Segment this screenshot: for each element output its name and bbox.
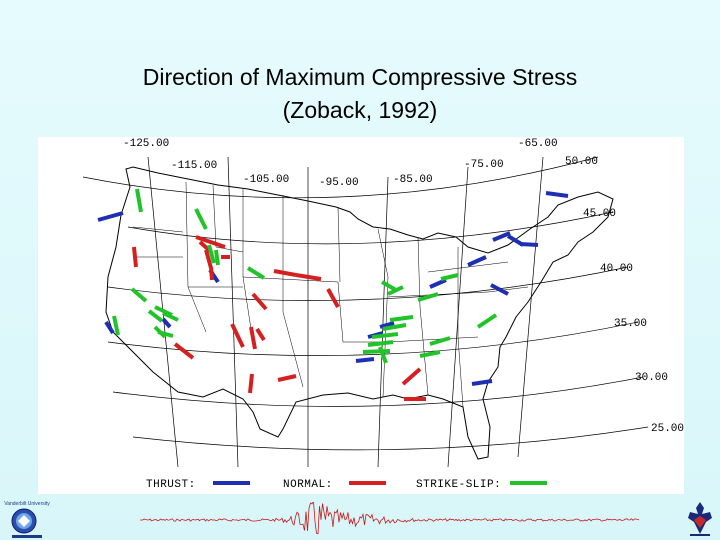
stress-map-svg: -125.00 -115.00 -105.00 -95.00 -85.00 -7…	[82, 138, 684, 491]
thrust-indicator	[379, 321, 395, 329]
thrust-indicator	[545, 191, 569, 198]
strike-slip-indicator	[419, 350, 441, 358]
strike-slip-indicator	[429, 336, 451, 346]
lat-label: 45.00	[583, 208, 616, 220]
strike-slip-indicator	[382, 323, 407, 331]
legend-strike-slip-label: STRIKE-SLIP:	[416, 479, 501, 491]
stress-map: -125.00 -115.00 -105.00 -95.00 -85.00 -7…	[38, 137, 684, 494]
normal-indicator	[277, 374, 297, 382]
normal-indicator	[295, 273, 322, 281]
us-outline	[105, 166, 614, 460]
longitude-labels: -125.00 -115.00 -105.00 -95.00 -85.00 -7…	[123, 138, 558, 189]
stress-indicators	[97, 188, 569, 401]
strike-slip-indicator	[246, 266, 266, 280]
thrust-indicator	[471, 379, 493, 386]
lat-label: 50.00	[565, 156, 598, 168]
legend-thrust-label: THRUST:	[146, 479, 196, 491]
strike-slip-indicator	[162, 311, 179, 322]
strike-slip-indicator	[112, 315, 120, 336]
normal-indicator	[249, 326, 257, 350]
thrust-indicator	[355, 357, 375, 363]
lon-label: -125.00	[123, 138, 169, 150]
strike-slip-indicator	[367, 340, 394, 347]
strike-slip-indicator	[378, 346, 388, 364]
thrust-indicator	[490, 283, 509, 296]
slide-title-line-2: (Zoback, 1992)	[282, 97, 438, 123]
normal-indicator	[401, 367, 422, 386]
seismogram-trace	[140, 502, 640, 535]
normal-indicator	[204, 249, 213, 269]
normal-indicator	[251, 292, 268, 311]
strike-slip-indicator	[130, 287, 148, 303]
thrust-indicator	[104, 320, 115, 335]
lon-label: -95.00	[319, 177, 359, 189]
thrust-indicator	[467, 255, 487, 267]
slide-title-line-1: Direction of Maximum Compressive Stress	[142, 64, 578, 90]
crest-logo	[688, 502, 712, 536]
legend-normal-label: NORMAL:	[283, 479, 333, 491]
lon-label: -85.00	[393, 174, 433, 186]
lat-label: 25.00	[651, 423, 684, 435]
normal-indicator	[326, 288, 340, 308]
lat-label: 40.00	[600, 263, 633, 275]
strike-slip-indicator	[157, 330, 174, 338]
university-name-logo-text: Vanderbilt University	[4, 501, 50, 507]
strike-slip-indicator	[214, 249, 220, 266]
lat-label: 30.00	[635, 372, 668, 384]
thrust-indicator	[161, 317, 172, 329]
strike-slip-indicator	[154, 305, 173, 317]
thrust-indicator	[97, 211, 124, 222]
normal-indicator	[230, 323, 245, 348]
strike-slip-indicator	[387, 285, 404, 296]
lon-label: -65.00	[518, 138, 558, 150]
normal-indicator	[248, 373, 254, 394]
strike-slip-indicator	[207, 244, 216, 264]
legend: THRUST: NORMAL: STRIKE-SLIP:	[146, 479, 547, 491]
strike-slip-indicator	[194, 208, 208, 230]
university-seal-logo: Vanderbilt University	[4, 501, 50, 538]
thrust-indicator	[519, 242, 539, 247]
lat-label: 35.00	[614, 318, 647, 330]
thrust-indicator	[492, 231, 511, 242]
normal-indicator	[209, 266, 214, 281]
lon-label: -75.00	[464, 159, 504, 171]
thrust-indicator	[429, 278, 447, 289]
strike-slip-indicator	[371, 332, 399, 339]
latitude-labels: 50.00 45.00 40.00 35.00 30.00 25.00	[565, 156, 684, 435]
lon-label: -105.00	[243, 174, 289, 186]
normal-indicator	[273, 269, 297, 277]
strike-slip-indicator	[362, 349, 391, 354]
strike-slip-indicator	[440, 273, 459, 281]
normal-indicator	[173, 342, 195, 360]
normal-indicator	[195, 235, 226, 249]
strike-slip-indicator	[147, 309, 164, 323]
lon-label: -115.00	[171, 160, 217, 172]
strike-slip-indicator	[389, 315, 414, 322]
strike-slip-indicator	[476, 313, 498, 329]
normal-indicator	[132, 246, 138, 268]
strike-slip-indicator	[417, 292, 439, 302]
normal-indicator	[255, 327, 266, 342]
strike-slip-indicator	[381, 280, 397, 292]
strike-slip-indicator	[135, 188, 143, 213]
